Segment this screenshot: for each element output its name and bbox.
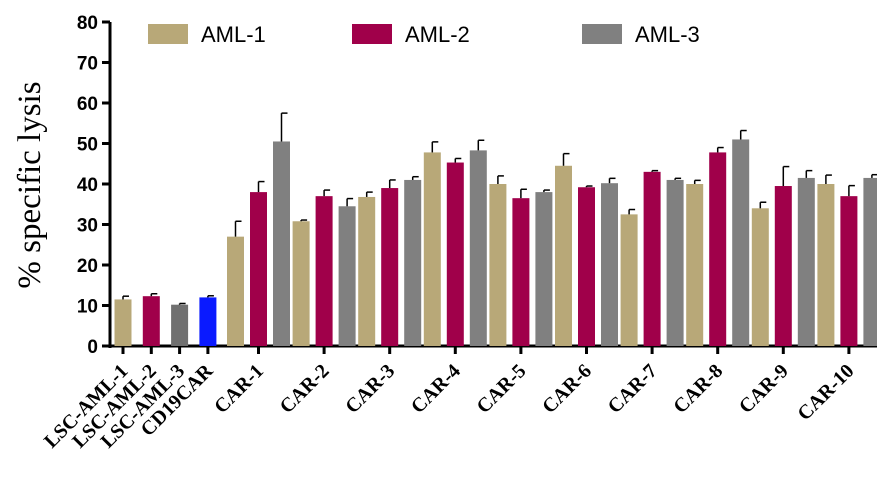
x-tick-label: CAR-6	[538, 360, 596, 418]
x-tick-label: CAR-1	[210, 360, 268, 418]
x-tick-label: CAR-4	[407, 360, 465, 418]
x-tick-label: CAR-5	[472, 360, 530, 418]
y-tick-label: 80	[77, 13, 98, 34]
bar-aml-3-car-10	[863, 177, 877, 346]
bar-aml-2-car-9	[774, 186, 792, 346]
bar-aml-1-car-6	[555, 165, 572, 346]
bar-aml-1-car-10	[817, 184, 835, 346]
bar-aml-3-car-7	[666, 179, 684, 346]
bar-lsc-aml-3	[171, 304, 189, 346]
bar-aml-1-car-4	[423, 152, 441, 346]
bar-aml-1-car-1	[227, 236, 244, 346]
y-tick-label: 10	[77, 297, 98, 318]
x-tick-label: CAR-8	[669, 360, 727, 418]
bar-aml-1-car-3	[358, 196, 376, 346]
bar-aml-3-car-5	[535, 192, 553, 346]
bar-aml-2-car-3	[381, 188, 399, 346]
legend-swatch-aml-3	[582, 24, 622, 44]
x-tick-label: CAR-3	[341, 360, 399, 418]
bar-aml-3-car-3	[404, 179, 422, 346]
bar-lsc-aml-1	[114, 299, 132, 346]
bar-aml-3-car-2	[338, 206, 356, 346]
legend-swatch-aml-2	[352, 24, 392, 44]
bar-aml-2-car-10	[840, 196, 858, 346]
y-tick-label: 40	[77, 175, 98, 196]
x-tick-label: CAR-2	[276, 360, 334, 418]
legend: AML-1 AML-2 AML-3	[148, 22, 700, 47]
bar-aml-1-car-5	[489, 184, 507, 346]
y-tick-label: 70	[77, 54, 98, 75]
legend-swatch-aml-1	[148, 24, 188, 44]
bar-aml-3-car-6	[601, 183, 618, 346]
x-tick-label: CAR-7	[604, 360, 662, 418]
y-tick-label: 50	[77, 135, 98, 156]
bar-aml-2-car-4	[446, 162, 464, 346]
bar-aml-2-car-5	[512, 198, 530, 346]
bar-aml-1-car-9	[751, 208, 769, 346]
bar-lsc-aml-2	[142, 296, 160, 346]
bar-aml-3-car-4	[469, 150, 487, 346]
bar-aml-1-car-2	[292, 221, 310, 346]
bar-aml-3-car-1	[273, 141, 290, 346]
bar-aml-2-car-1	[250, 192, 267, 346]
x-tick-label: CAR-9	[735, 360, 793, 418]
bar-aml-2-car-8	[709, 152, 727, 346]
bar-aml-3-car-9	[797, 177, 815, 346]
legend-label-aml-2: AML-2	[405, 22, 470, 47]
bars	[114, 112, 877, 346]
legend-label-aml-1: AML-1	[201, 22, 266, 47]
y-tick-label: 30	[77, 216, 98, 237]
y-tick-label: 0	[87, 337, 98, 358]
x-tick-label: CAR-10	[793, 360, 858, 425]
bar-aml-1-car-8	[686, 184, 704, 346]
bar-aml-1-car-7	[620, 214, 638, 346]
bar-aml-2-car-2	[315, 196, 333, 346]
legend-label-aml-3: AML-3	[635, 22, 700, 47]
bar-aml-2-car-7	[643, 171, 661, 346]
bar-cd19car	[199, 297, 217, 346]
bar-aml-3-car-8	[732, 139, 750, 346]
y-axis-label: % specific lysis	[12, 81, 48, 288]
y-tick-label: 60	[77, 94, 98, 115]
y-tick-label: 20	[77, 256, 98, 277]
bar-aml-2-car-6	[578, 187, 595, 346]
